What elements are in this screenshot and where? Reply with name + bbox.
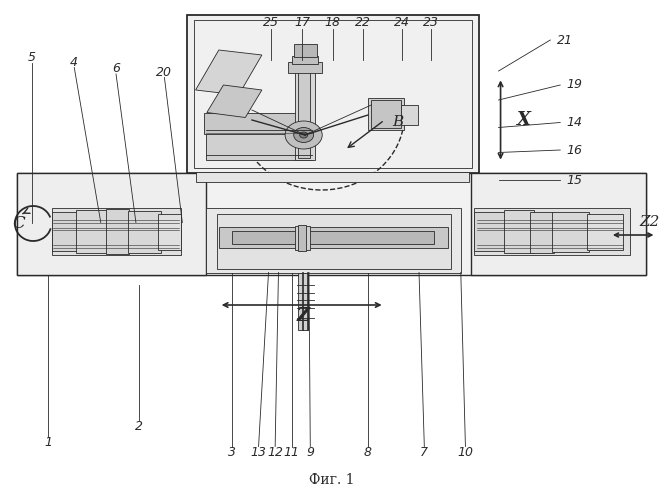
- Text: 11: 11: [284, 446, 300, 459]
- Bar: [76, 210, 109, 253]
- Circle shape: [294, 128, 314, 142]
- Text: 7: 7: [420, 446, 428, 459]
- Text: X: X: [516, 111, 531, 129]
- Text: Фиг. 1: Фиг. 1: [309, 473, 354, 487]
- Bar: [194, 20, 472, 168]
- Text: 16: 16: [567, 144, 583, 156]
- Bar: [298, 72, 310, 158]
- Bar: [17, 172, 206, 275]
- Text: 20: 20: [156, 66, 172, 79]
- Polygon shape: [196, 50, 262, 95]
- Bar: [368, 98, 404, 130]
- Text: 3: 3: [228, 446, 236, 459]
- Bar: [474, 208, 630, 255]
- Bar: [232, 231, 434, 244]
- Bar: [530, 212, 554, 253]
- Text: 17: 17: [294, 16, 310, 29]
- Text: 19: 19: [567, 78, 583, 92]
- Bar: [294, 44, 317, 57]
- Text: 9: 9: [306, 446, 314, 459]
- Bar: [219, 228, 448, 248]
- Text: 25: 25: [263, 16, 278, 29]
- Text: 15: 15: [567, 174, 583, 186]
- Bar: [196, 172, 469, 181]
- Bar: [587, 214, 623, 250]
- Bar: [52, 208, 181, 255]
- Text: 14: 14: [567, 116, 583, 129]
- Bar: [206, 132, 312, 160]
- Text: Z2: Z2: [640, 216, 660, 230]
- Bar: [471, 172, 646, 275]
- Bar: [204, 114, 312, 134]
- Bar: [292, 56, 318, 64]
- Text: 13: 13: [251, 446, 267, 459]
- Text: 4: 4: [70, 56, 78, 69]
- Circle shape: [300, 132, 308, 138]
- Text: 23: 23: [423, 16, 439, 29]
- Bar: [128, 210, 161, 253]
- Text: 21: 21: [557, 34, 573, 46]
- Text: 18: 18: [325, 16, 341, 29]
- Text: 1: 1: [44, 436, 52, 449]
- Bar: [206, 208, 461, 272]
- Bar: [17, 172, 646, 275]
- Bar: [158, 214, 181, 250]
- Bar: [288, 62, 322, 72]
- Bar: [217, 214, 451, 269]
- Text: 12: 12: [267, 446, 283, 459]
- Circle shape: [285, 121, 322, 149]
- Bar: [187, 15, 479, 172]
- Bar: [106, 209, 129, 254]
- Text: 24: 24: [394, 16, 410, 29]
- Text: 8: 8: [364, 446, 372, 459]
- Text: 6: 6: [112, 62, 120, 76]
- Text: B: B: [392, 116, 403, 130]
- Bar: [474, 212, 507, 251]
- Bar: [552, 212, 589, 252]
- Bar: [504, 210, 534, 253]
- Bar: [295, 226, 310, 250]
- Bar: [298, 272, 308, 330]
- Bar: [52, 212, 78, 251]
- Text: Z: Z: [297, 307, 310, 325]
- Text: 10: 10: [457, 446, 473, 459]
- Bar: [295, 70, 315, 160]
- Polygon shape: [207, 85, 262, 117]
- Text: C: C: [12, 216, 25, 232]
- Text: 22: 22: [355, 16, 371, 29]
- Text: 5: 5: [28, 51, 36, 64]
- Bar: [298, 225, 306, 251]
- Text: 2: 2: [135, 420, 143, 432]
- Bar: [371, 100, 401, 128]
- Bar: [401, 105, 418, 125]
